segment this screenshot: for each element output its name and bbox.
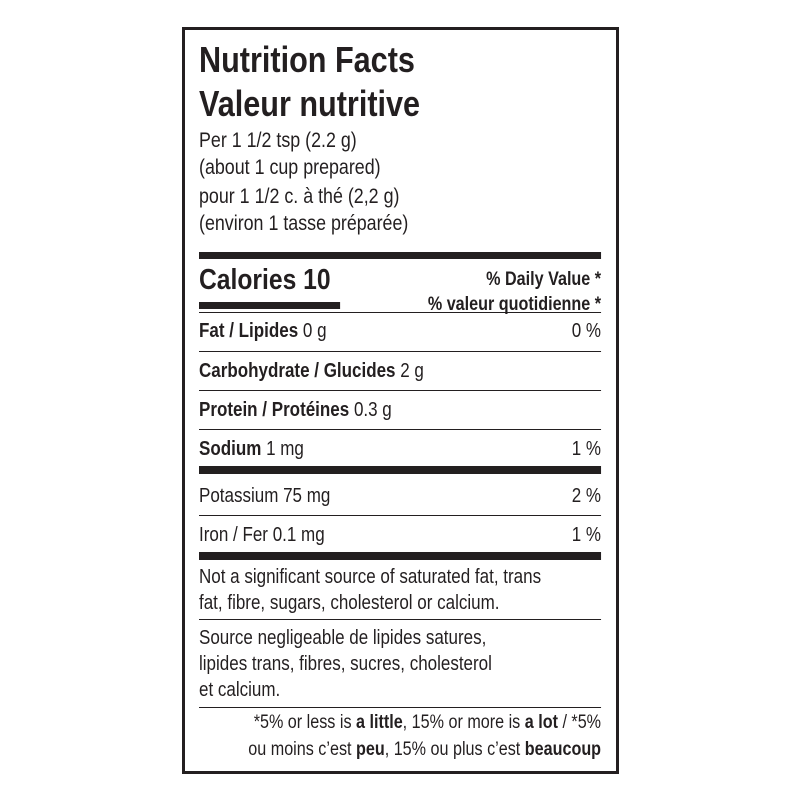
serving: Per 1 1/2 tsp (2.2 g) [199, 129, 357, 152]
calories-label: Calories [199, 264, 297, 296]
footnote-text: beaucoup [524, 739, 602, 760]
note-fr: et calcium. [199, 679, 281, 701]
rule [199, 351, 602, 352]
rule [199, 619, 602, 620]
nutrient-name: Potassium [199, 485, 279, 507]
nutrient-name: Fat / Lipides [199, 320, 299, 342]
footnote-text: *5% or less is [253, 712, 357, 733]
nutrient-amount: 75 mg [283, 485, 331, 507]
nutrient-dv: 2 % [571, 485, 602, 507]
footnote-text: / *5% [557, 712, 602, 733]
nutrient-name: Sodium [199, 438, 262, 460]
thick-rule [199, 466, 602, 474]
nutrient-name: Protein / Protéines [199, 399, 350, 421]
calories: Calories 10 [199, 266, 331, 295]
footnote-text: a little [356, 712, 403, 733]
nutrient-dv: 1 % [571, 438, 602, 460]
serving: (environ 1 tasse préparée) [199, 212, 409, 235]
serving: (about 1 cup prepared) [199, 156, 381, 179]
nutrient-name: Carbohydrate / Glucides [199, 360, 396, 382]
nutrient-row: Sodium 1 mg 1 % [199, 439, 601, 459]
label-border [182, 27, 619, 774]
nutrient-row: Carbohydrate / Glucides 2 g [199, 361, 601, 381]
daily-value-fr: % valeur quotidienne * [427, 294, 602, 315]
title-fr: Valeur nutritive [199, 83, 421, 124]
nutrient-name: Iron / Fer [199, 524, 268, 546]
nutrient-amount: 0.3 g [353, 399, 392, 421]
rule [199, 390, 602, 391]
note-fr: Source negligeable de lipides satures, [199, 627, 487, 649]
footnote-text: , 15% or more is [402, 712, 525, 733]
footnote-text: peu [356, 739, 385, 760]
serving: pour 1 1/2 c. à thé (2,2 g) [199, 185, 400, 208]
footnote-text: , 15% ou plus c’est [384, 739, 525, 760]
daily-value: % Daily Value * [486, 269, 602, 290]
nutrient-amount: 0.1 mg [272, 524, 325, 546]
thick-rule [199, 552, 602, 560]
nutrient-row: Protein / Protéines 0.3 g [199, 400, 601, 420]
calories-rule [199, 302, 341, 309]
nutrient-amount: 1 mg [266, 438, 304, 460]
footnote: *5% or less is a little, 15% or more is … [254, 713, 601, 732]
rule [199, 429, 602, 430]
note: fat, fibre, sugars, cholesterol or calci… [199, 592, 500, 614]
nutrient-row: Iron / Fer 0.1 mg 1 % [199, 525, 601, 545]
rule [199, 312, 602, 313]
nutrient-amount: 2 g [400, 360, 424, 382]
rule [199, 707, 602, 708]
rule [199, 515, 602, 516]
footnote-text: ou moins c’est [248, 739, 357, 760]
thick-rule [199, 252, 602, 259]
nutrient-row: Potassium 75 mg 2 % [199, 486, 601, 506]
footnote-text: a lot [524, 712, 558, 733]
title: Nutrition Facts [199, 39, 415, 80]
note: Not a significant source of saturated fa… [199, 566, 542, 588]
note-fr: lipides trans, fibres, sucres, cholester… [199, 653, 492, 675]
nutrient-amount: 0 g [302, 320, 327, 342]
label: Nutrition Facts Valeur nutritive Per 1 1… [199, 0, 602, 800]
nutrient-dv: 1 % [571, 524, 602, 546]
nutrient-row: Fat / Lipides 0 g 0 % [199, 321, 601, 341]
footnote: ou moins c’est peu, 15% ou plus c’est be… [248, 740, 601, 759]
calories-amount: 10 [303, 264, 331, 296]
nutrient-dv: 0 % [571, 320, 602, 342]
